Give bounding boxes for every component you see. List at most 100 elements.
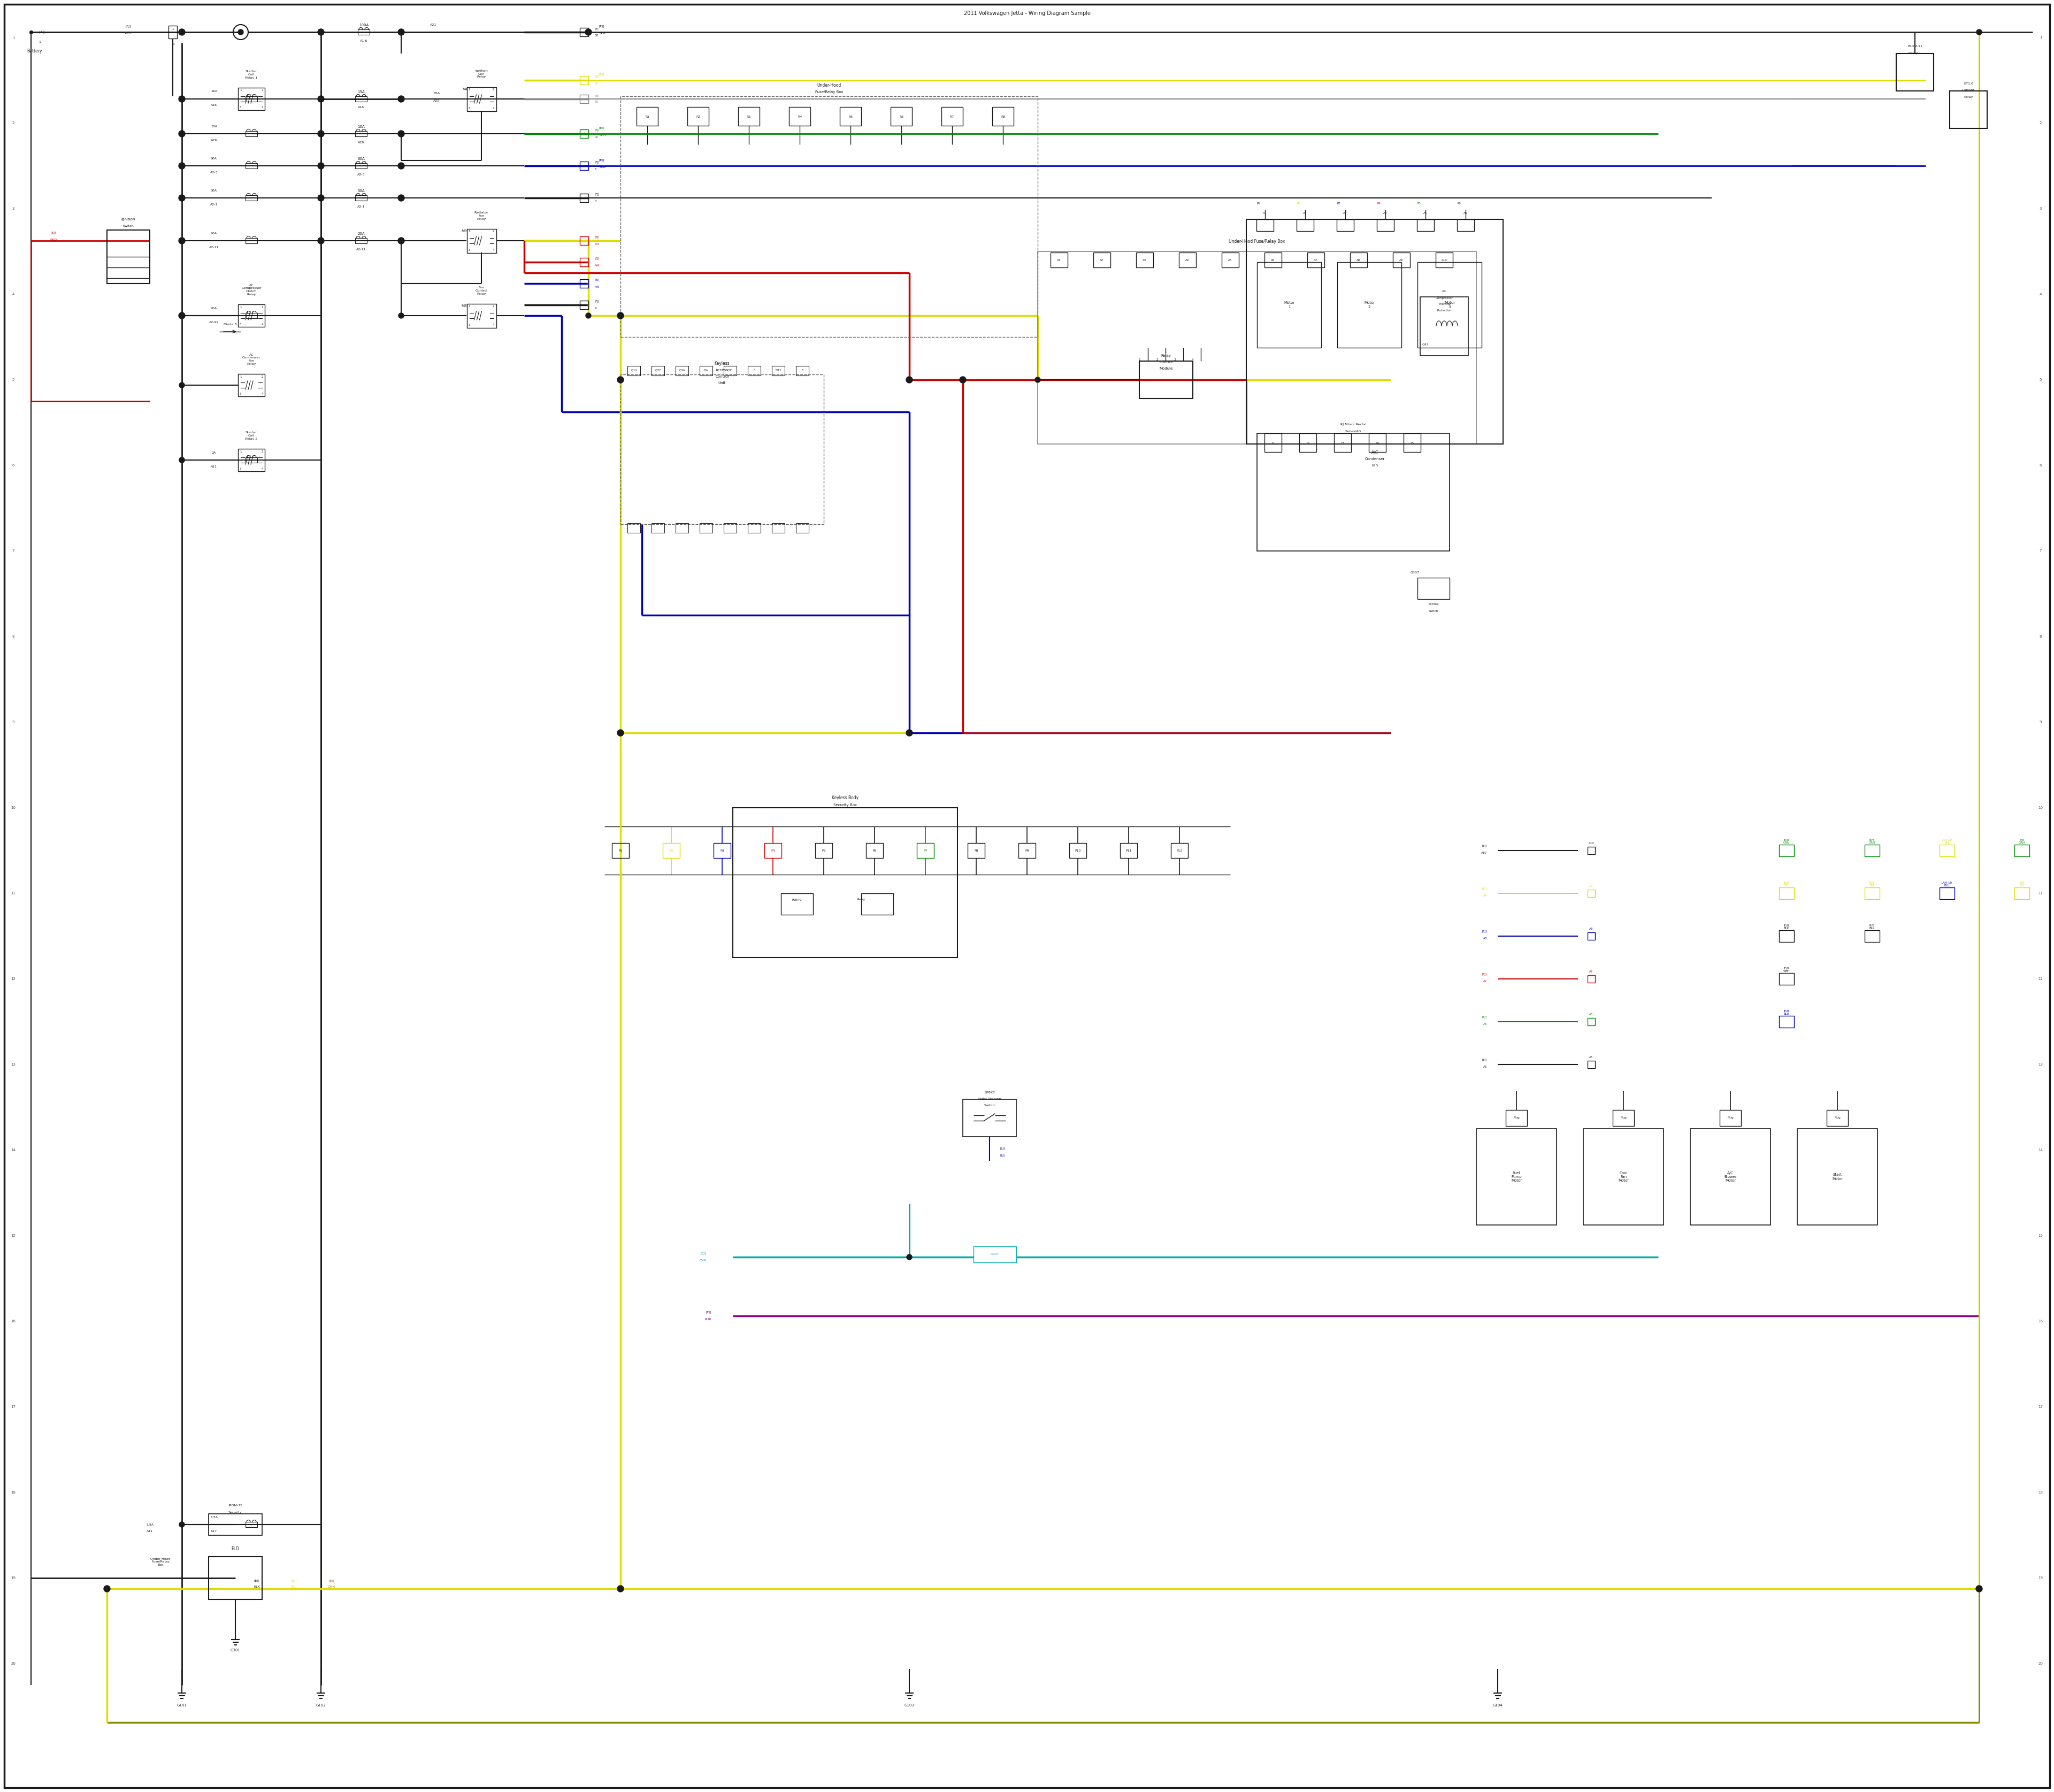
Bar	[1436, 253, 1452, 267]
Bar	[1296, 219, 1315, 231]
Bar	[1417, 262, 1481, 348]
Circle shape	[318, 163, 325, 168]
Text: [EJ]: [EJ]	[596, 280, 600, 281]
Bar	[700, 366, 713, 376]
Bar	[1037, 251, 1477, 444]
Text: GRN: GRN	[600, 133, 606, 136]
Bar	[1265, 253, 1282, 267]
Text: Cool
Fan
Motor: Cool Fan Motor	[1619, 1172, 1629, 1183]
Circle shape	[179, 195, 185, 201]
Text: Control: Control	[715, 375, 729, 378]
Text: IE/8
YEL: IE/8 YEL	[1783, 882, 1789, 887]
Text: A29: A29	[212, 138, 218, 142]
Text: C/10: C/10	[631, 369, 637, 371]
Bar	[651, 366, 663, 376]
Text: 50A: 50A	[357, 190, 366, 192]
Text: P11: P11	[1126, 849, 1132, 851]
Text: A5: A5	[1483, 1064, 1487, 1068]
Circle shape	[179, 195, 185, 201]
Bar	[1584, 1129, 1664, 1226]
Text: 100A: 100A	[359, 23, 368, 27]
Circle shape	[1035, 376, 1041, 382]
Text: 15: 15	[10, 1235, 16, 1236]
Bar	[579, 75, 587, 84]
Text: Motor
3: Motor 3	[1444, 301, 1454, 308]
Text: P4: P4	[1376, 202, 1380, 204]
Bar	[355, 97, 368, 102]
Circle shape	[1976, 29, 1982, 34]
Bar	[1070, 842, 1087, 858]
Bar	[916, 842, 935, 858]
Circle shape	[179, 29, 185, 36]
Text: ORN: ORN	[329, 1586, 335, 1588]
Bar	[840, 108, 861, 125]
Bar	[1826, 1109, 1849, 1125]
Bar	[1019, 842, 1035, 858]
Circle shape	[179, 457, 185, 462]
Bar	[1456, 219, 1475, 231]
Circle shape	[398, 195, 405, 201]
Text: WHT: WHT	[125, 32, 131, 34]
Bar	[1949, 91, 1986, 129]
Text: Relay: Relay	[1964, 95, 1974, 99]
Circle shape	[179, 163, 185, 168]
Text: A6: A6	[1271, 258, 1276, 262]
Text: Module: Module	[1158, 367, 1173, 371]
Bar	[797, 523, 809, 532]
Bar	[1376, 219, 1395, 231]
Circle shape	[398, 131, 405, 136]
Bar	[1896, 54, 1933, 91]
Bar	[579, 258, 587, 267]
Text: A3: A3	[1343, 211, 1347, 215]
Text: R2: R2	[696, 115, 700, 118]
Circle shape	[179, 131, 185, 136]
Bar	[676, 366, 688, 376]
Circle shape	[179, 97, 185, 102]
Text: P6: P6	[873, 849, 877, 851]
Text: G301: G301	[230, 1649, 240, 1652]
Text: P6: P6	[1458, 202, 1460, 204]
Bar	[1140, 360, 1193, 398]
Text: Fan
Control
Relay: Fan Control Relay	[474, 287, 487, 296]
Text: A6: A6	[1483, 1023, 1487, 1025]
Text: 16: 16	[10, 1319, 16, 1322]
Text: A2-3: A2-3	[210, 170, 218, 174]
Text: [EJ]: [EJ]	[292, 1579, 298, 1582]
Circle shape	[318, 238, 325, 244]
Circle shape	[618, 729, 624, 737]
Bar	[676, 523, 688, 532]
Bar	[1719, 1109, 1742, 1125]
Text: Compressor: Compressor	[1436, 297, 1452, 299]
Bar	[579, 129, 587, 138]
Text: A7: A7	[1590, 971, 1594, 973]
Text: [EJ]: [EJ]	[707, 1312, 711, 1314]
Bar	[723, 366, 737, 376]
Bar	[637, 108, 657, 125]
Circle shape	[959, 376, 965, 383]
Text: Unit: Unit	[719, 382, 725, 385]
Bar	[246, 195, 257, 201]
Circle shape	[318, 131, 325, 136]
Bar	[238, 375, 265, 396]
Bar	[1779, 1016, 1793, 1027]
Text: M8: M8	[462, 305, 466, 308]
Text: 12: 12	[1306, 441, 1310, 444]
Bar	[1171, 842, 1187, 858]
Text: A2-3: A2-3	[357, 174, 366, 176]
Bar	[797, 366, 809, 376]
Bar	[1333, 434, 1352, 452]
Bar	[1403, 434, 1421, 452]
Bar	[466, 88, 497, 111]
Text: [EJ]: [EJ]	[596, 75, 600, 79]
Text: Motor
1: Motor 1	[1284, 301, 1294, 308]
Text: Plug: Plug	[1834, 1116, 1840, 1120]
Text: A22: A22	[433, 99, 440, 102]
Text: 10A: 10A	[212, 125, 218, 127]
Bar	[1588, 932, 1596, 939]
Bar	[246, 1521, 257, 1527]
Bar	[815, 842, 832, 858]
Text: IE/8
YEL: IE/8 YEL	[1869, 882, 1875, 887]
Text: A2: A2	[1302, 211, 1306, 215]
Text: Under-Hood Fuse/Relay Box: Under-Hood Fuse/Relay Box	[1228, 240, 1286, 244]
Bar	[357, 29, 370, 34]
